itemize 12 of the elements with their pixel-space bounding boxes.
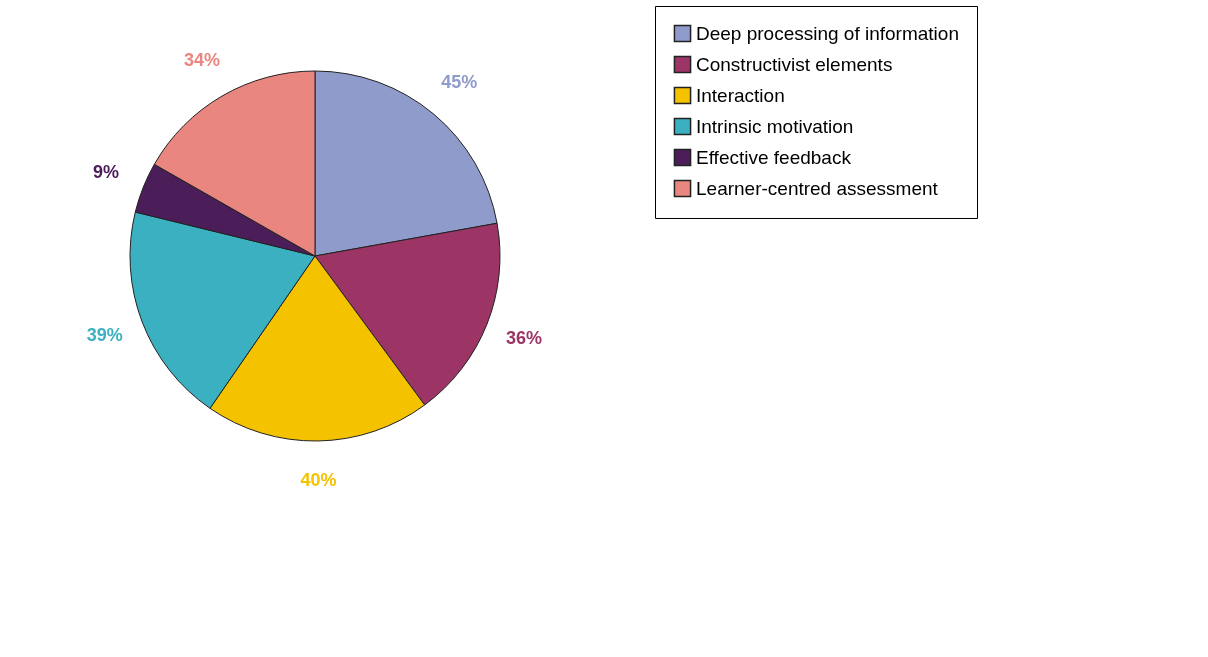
data-label: 9% bbox=[92, 161, 119, 182]
legend-label: Learner-centred assessment bbox=[696, 177, 939, 199]
data-label: 40% bbox=[300, 469, 337, 490]
data-label: 45% bbox=[441, 72, 478, 93]
legend-label: Constructivist elements bbox=[696, 53, 893, 75]
legend-label: Intrinsic motivation bbox=[696, 115, 854, 137]
data-label: 34% bbox=[183, 50, 221, 71]
data-label: 39% bbox=[86, 325, 123, 346]
legend-label: Interaction bbox=[696, 84, 785, 106]
data-label: 36% bbox=[506, 328, 543, 349]
legend-label: Effective feedback bbox=[696, 146, 852, 168]
legend-label: Deep processing of information bbox=[696, 22, 959, 44]
